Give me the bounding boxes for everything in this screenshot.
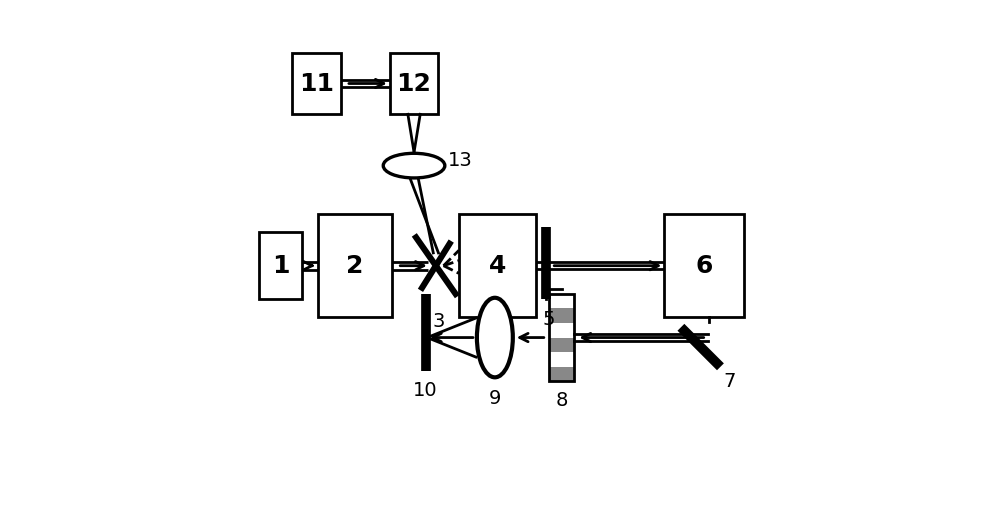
Bar: [390, 53, 438, 115]
Bar: [292, 53, 341, 115]
Ellipse shape: [477, 298, 513, 377]
Bar: [259, 232, 302, 299]
Text: 8: 8: [555, 392, 568, 410]
Bar: [549, 352, 574, 367]
Bar: [549, 294, 574, 309]
Text: 5: 5: [543, 310, 555, 329]
Bar: [664, 214, 744, 317]
Bar: [459, 214, 536, 317]
Text: 4: 4: [489, 254, 506, 278]
Bar: [549, 294, 574, 381]
Text: 3: 3: [432, 312, 445, 331]
Text: 2: 2: [346, 254, 364, 278]
Text: 11: 11: [299, 72, 334, 95]
Text: 13: 13: [447, 151, 472, 170]
Text: 9: 9: [489, 389, 501, 408]
Text: 12: 12: [397, 72, 431, 95]
Bar: [549, 323, 574, 337]
Bar: [549, 309, 574, 323]
Text: 10: 10: [413, 381, 438, 400]
Bar: [549, 367, 574, 381]
Ellipse shape: [383, 153, 445, 178]
Text: 1: 1: [272, 254, 289, 278]
Bar: [549, 337, 574, 352]
Bar: [318, 214, 392, 317]
Text: 7: 7: [723, 373, 736, 392]
Text: 6: 6: [695, 254, 713, 278]
